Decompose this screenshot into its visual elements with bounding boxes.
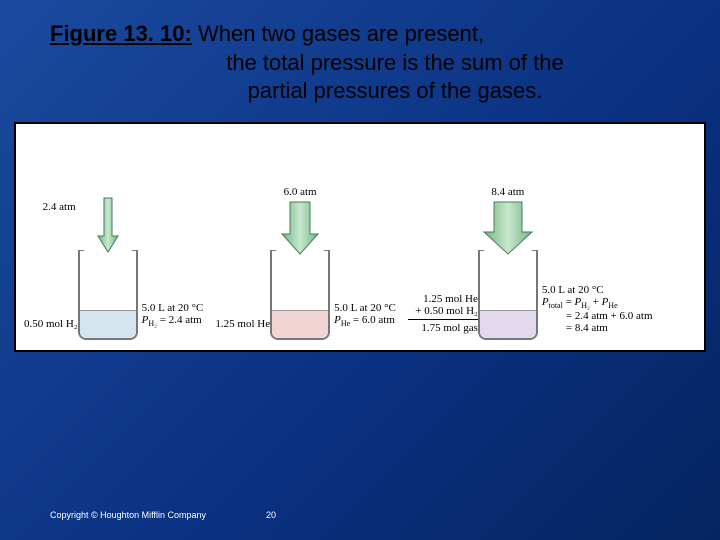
- cond3-line1: 5.0 L at 20 °C: [542, 284, 653, 296]
- beaker-group-2: 1.25 mol He 6.0 atm 5.0 L at 20 °C PHe =…: [215, 134, 395, 340]
- cond2-line1: 5.0 L at 20 °C: [334, 302, 396, 314]
- fraction-line: [408, 319, 478, 320]
- figure-label: Figure 13. 10:: [50, 21, 192, 46]
- conditions-2: 5.0 L at 20 °C PHe = 6.0 atm: [334, 302, 396, 328]
- liquid-3: [480, 310, 536, 338]
- beaker-1: [78, 250, 138, 340]
- page-number: 20: [266, 510, 276, 520]
- mol-label-2: 1.25 mol He: [215, 318, 270, 330]
- liquid-1: [80, 310, 136, 338]
- title-line3: partial pressures of the gases.: [50, 77, 680, 106]
- eq-line2: = 2.4 atm + 6.0 atm: [542, 310, 653, 322]
- cond2-line2: PHe = 6.0 atm: [334, 314, 396, 328]
- arrow-icon-2: [278, 200, 322, 256]
- arrow-icon-3: [480, 200, 536, 256]
- eq-line3: = 8.4 atm: [542, 322, 653, 334]
- pressure-label-3: 8.4 atm: [491, 186, 524, 198]
- beaker-2: [270, 250, 330, 340]
- slide-footer: Copyright © Houghton Mifflin Company 20: [50, 510, 276, 520]
- title-line2: the total pressure is the sum of the: [50, 49, 680, 78]
- pressure-label-2: 6.0 atm: [284, 186, 317, 198]
- mol3-l2: + 0.50 mol H₂: [408, 305, 478, 317]
- conditions-3: 5.0 L at 20 °C Ptotal = PH₂ + PHe = 2.4 …: [542, 284, 653, 334]
- beaker-group-1: 2.4 atm 0.50 mol H₂ 5.0 L at 20 °C PH₂ =…: [24, 134, 203, 340]
- figure-title: Figure 13. 10: When two gases are presen…: [0, 0, 720, 116]
- pressure-label-1: 2.4 atm: [43, 201, 76, 213]
- cond1-line2: PH₂ = 2.4 atm: [142, 314, 204, 328]
- beaker-group-3: 1.25 mol He + 0.50 mol H₂ 1.75 mol gas 8…: [408, 134, 653, 340]
- arrow-icon-1: [94, 196, 122, 256]
- mol3-l1: 1.25 mol He: [408, 293, 478, 305]
- mol-label-3: 1.25 mol He + 0.50 mol H₂ 1.75 mol gas: [408, 293, 478, 334]
- cond1-line1: 5.0 L at 20 °C: [142, 302, 204, 314]
- eq-line1: Ptotal = PH₂ + PHe: [542, 296, 653, 310]
- mol-label-1: 0.50 mol H₂: [24, 318, 78, 330]
- copyright-text: Copyright © Houghton Mifflin Company: [50, 510, 206, 520]
- liquid-2: [272, 310, 328, 338]
- title-line1-rest: When two gases are present,: [192, 21, 484, 46]
- beaker-3: [478, 250, 538, 340]
- figure-panel: 2.4 atm 0.50 mol H₂ 5.0 L at 20 °C PH₂ =…: [14, 122, 706, 352]
- mol3-l3: 1.75 mol gas: [408, 322, 478, 334]
- conditions-1: 5.0 L at 20 °C PH₂ = 2.4 atm: [142, 302, 204, 328]
